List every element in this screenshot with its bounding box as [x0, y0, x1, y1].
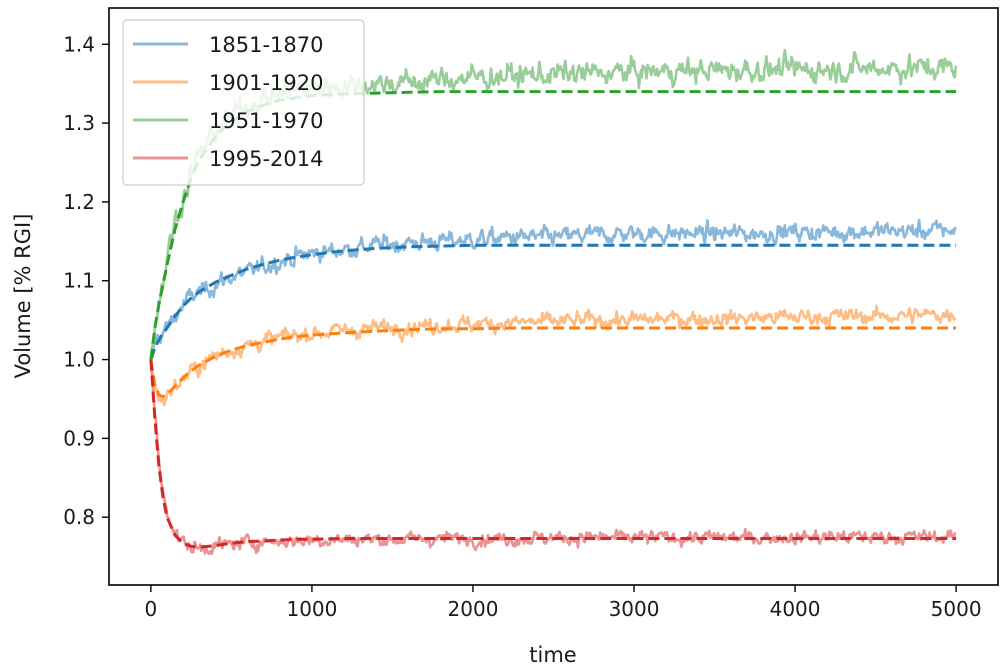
x-tick-label: 4000	[770, 597, 821, 621]
x-tick-label: 1000	[286, 597, 337, 621]
legend-label: 1901-1920	[209, 71, 323, 95]
y-tick-label: 1.2	[63, 190, 95, 214]
series-raw-2	[149, 304, 957, 407]
series-raw-4	[149, 359, 957, 556]
series-fit-4	[149, 359, 957, 549]
y-tick-label: 0.9	[63, 426, 95, 450]
x-tick-label: 5000	[931, 597, 982, 621]
x-tick-label: 3000	[609, 597, 660, 621]
legend: 1851-1870 1901-1920 1951-1970 1995-2014	[122, 19, 365, 186]
y-tick-label: 1.1	[63, 269, 95, 293]
y-tick-label: 1.4	[63, 32, 95, 56]
x-tick-label: 0	[145, 597, 158, 621]
legend-label: 1951-1970	[209, 109, 323, 133]
legend-label: 1851-1870	[209, 33, 323, 57]
x-tick-label: 2000	[448, 597, 499, 621]
legend-box	[122, 19, 365, 186]
y-tick-label: 1.0	[63, 348, 95, 372]
series-fit-1	[149, 243, 957, 361]
y-axis: 0.8 0.9 1.0 1.1 1.2 1.3 1.4	[63, 32, 109, 529]
plot-frame	[108, 7, 999, 586]
x-axis: 0 1000 2000 3000 4000 5000	[145, 585, 982, 621]
y-tick-label: 1.3	[63, 111, 95, 135]
y-tick-label: 0.8	[63, 505, 95, 529]
x-axis-label: time	[529, 643, 576, 667]
series-raw-1	[149, 218, 957, 360]
y-axis-label: Volume [% RGI]	[11, 214, 35, 379]
legend-label: 1995-2014	[209, 147, 323, 171]
